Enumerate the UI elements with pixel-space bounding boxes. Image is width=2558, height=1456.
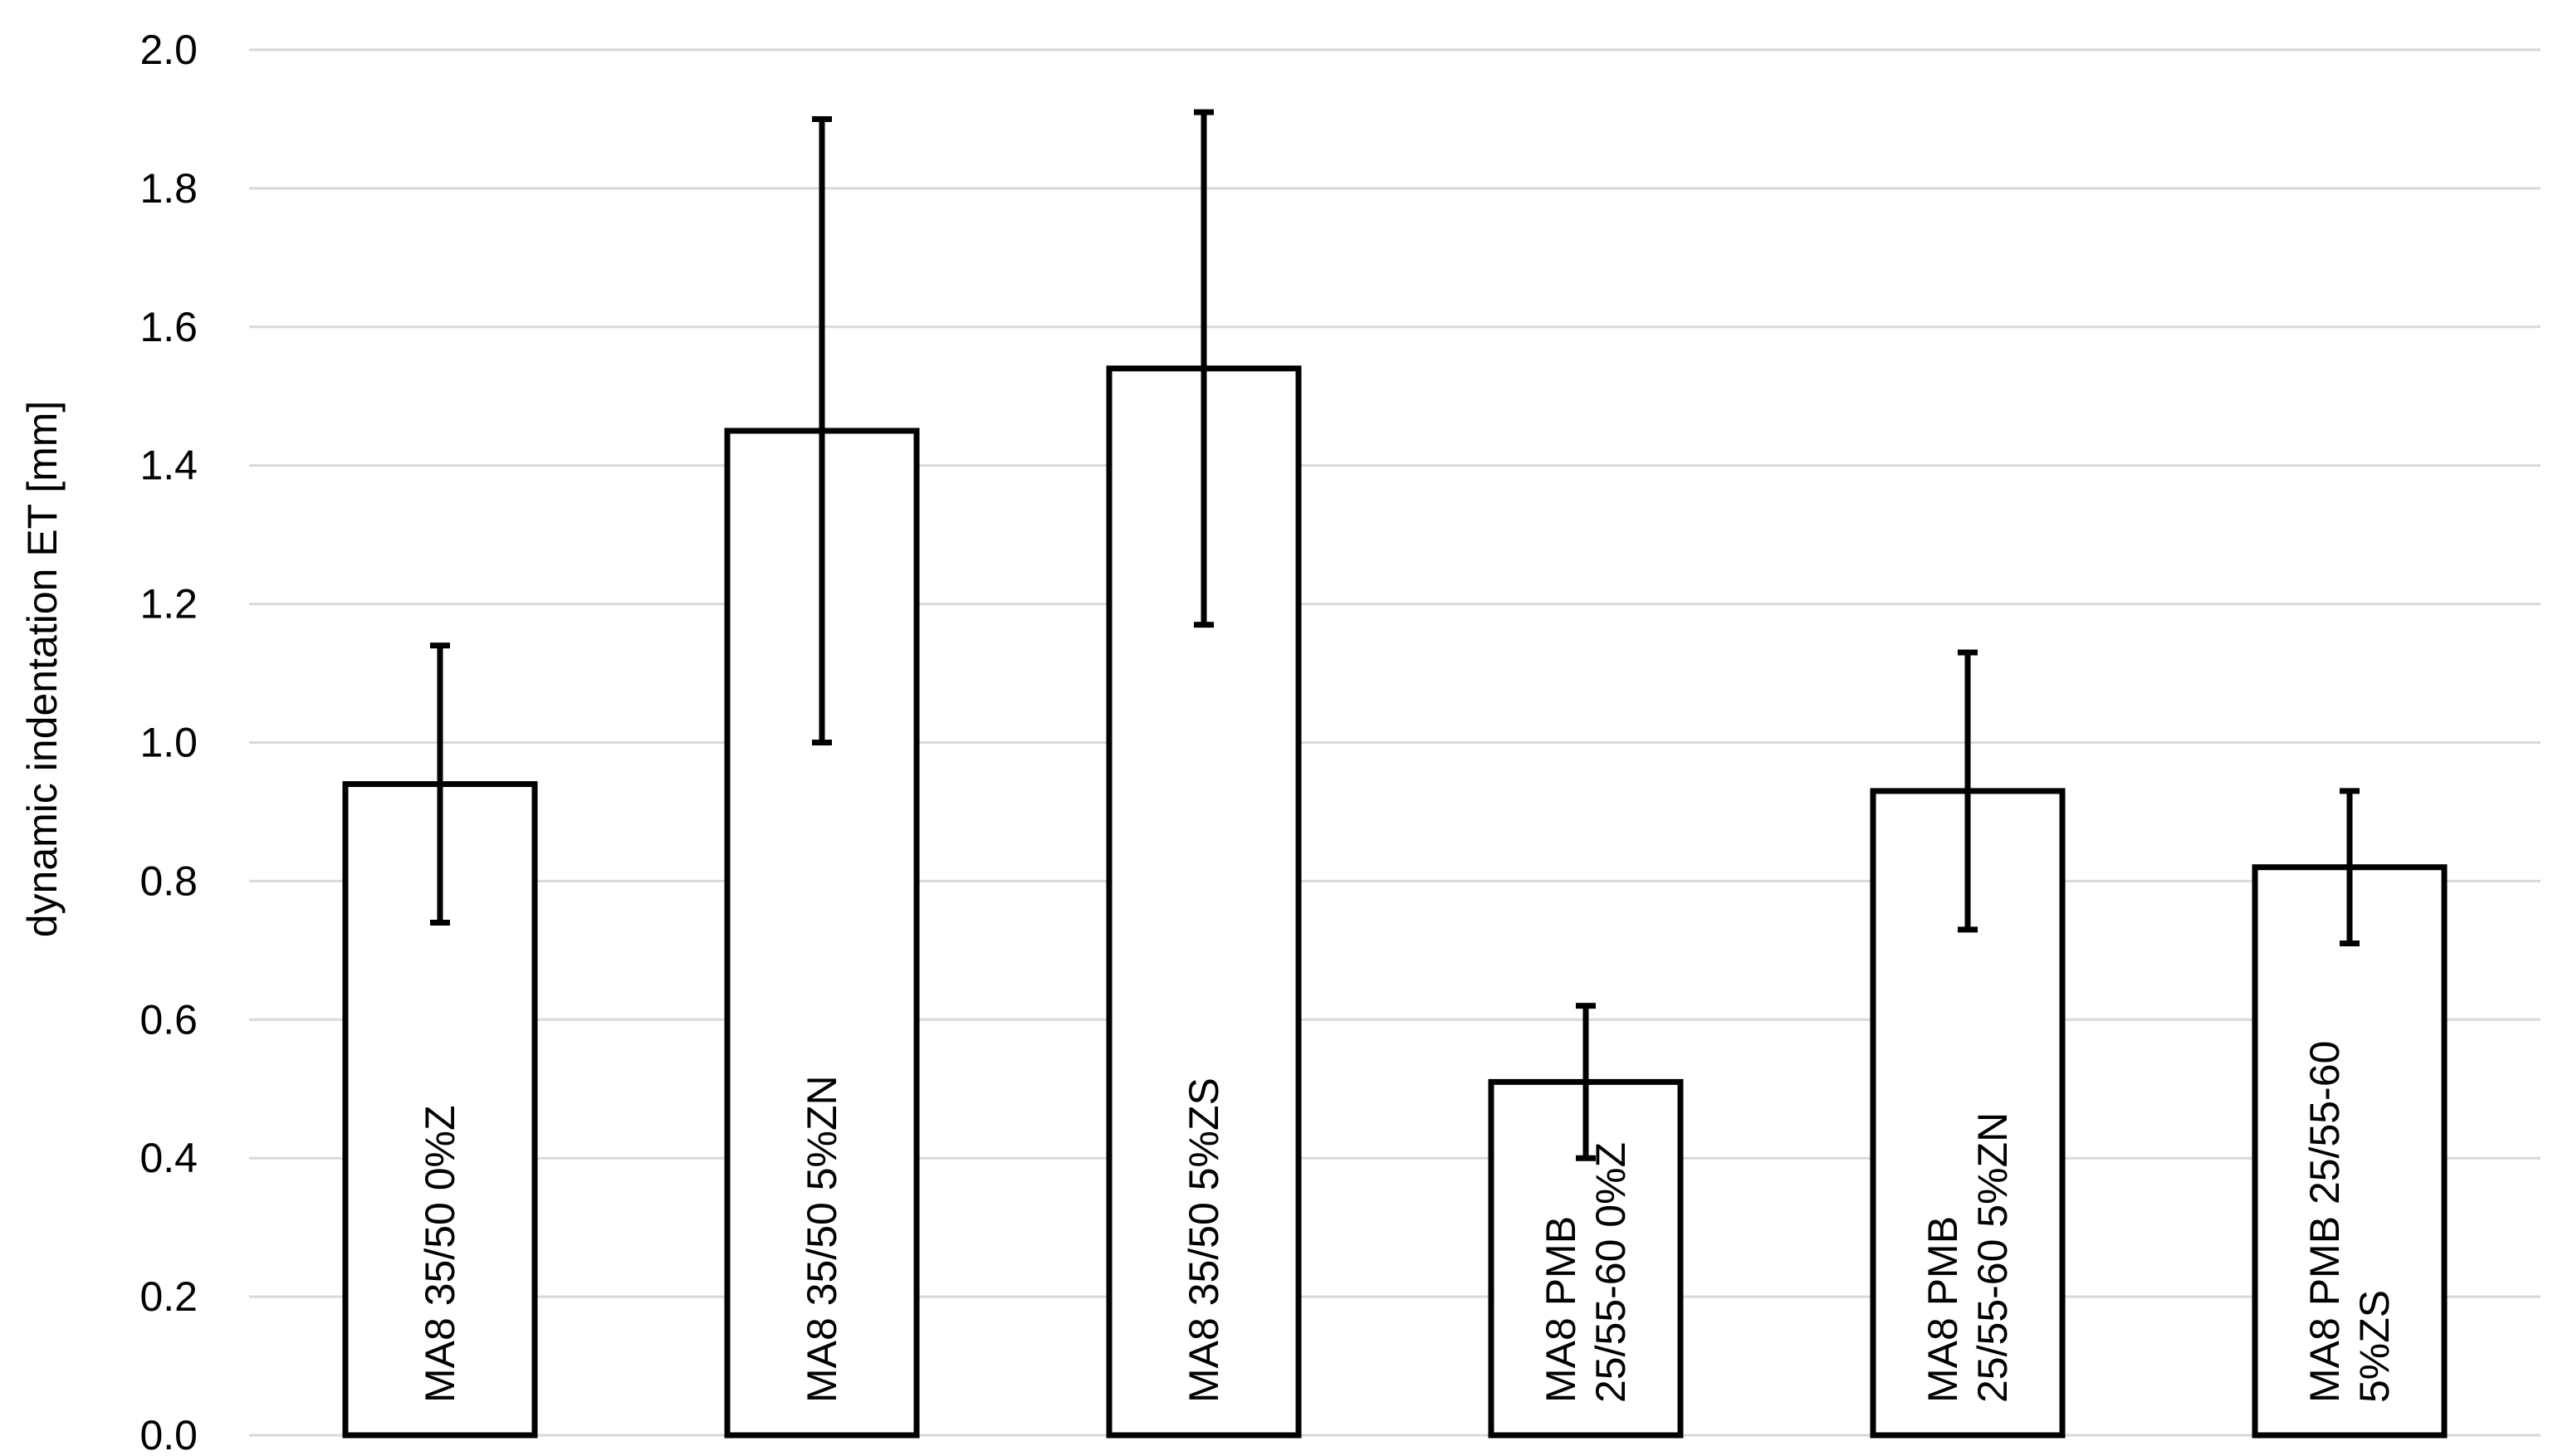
bar-category-label: MA8 35/50 0%Z	[417, 1105, 463, 1403]
error-bars	[430, 109, 2360, 1161]
y-axis-ticks: 0.0 0.2 0.4 0.6 0.8 1.0 1.2 1.4 1.6 1.8 2.0	[139, 27, 198, 1456]
gridlines	[249, 48, 2541, 1437]
y-axis-title: dynamic indentation ET [mm]	[19, 401, 66, 938]
y-tick-label: 1.4	[139, 442, 198, 489]
y-tick-label: 0.2	[139, 1273, 198, 1320]
y-tick-label: 2.0	[139, 27, 198, 73]
bar-category-label: MA8 35/50 5%ZN	[799, 1075, 845, 1403]
bar-category-label: MA8 PMB 25/55-60	[2301, 1041, 2348, 1403]
bar	[2252, 864, 2448, 1439]
bar-category-label: MA8 35/50 5%ZS	[1181, 1077, 1227, 1403]
bar-category-label: MA8 PMB	[1538, 1216, 1584, 1403]
y-tick-label: 1.0	[139, 720, 198, 766]
y-tick-label: 0.6	[139, 996, 198, 1043]
y-tick-label: 0.0	[139, 1412, 198, 1452]
y-tick-label: 1.2	[139, 581, 198, 628]
bars	[342, 365, 2448, 1439]
bar-category-label: MA8 PMB	[1920, 1216, 1966, 1403]
bar-category-label: 5%ZS	[2351, 1290, 2398, 1403]
y-tick-label: 0.8	[139, 857, 198, 904]
bar-category-label: 25/55-60 0%Z	[1587, 1142, 1634, 1403]
y-tick-label: 0.4	[139, 1135, 198, 1181]
y-tick-label: 1.8	[139, 165, 198, 212]
bar-category-label: 25/55-60 5%ZN	[1969, 1112, 2016, 1403]
y-tick-label: 1.6	[139, 304, 198, 350]
bar-labels: MA8 35/50 0%Z MA8 35/50 5%ZN MA8 35/50 5%Z…	[417, 1041, 2398, 1403]
